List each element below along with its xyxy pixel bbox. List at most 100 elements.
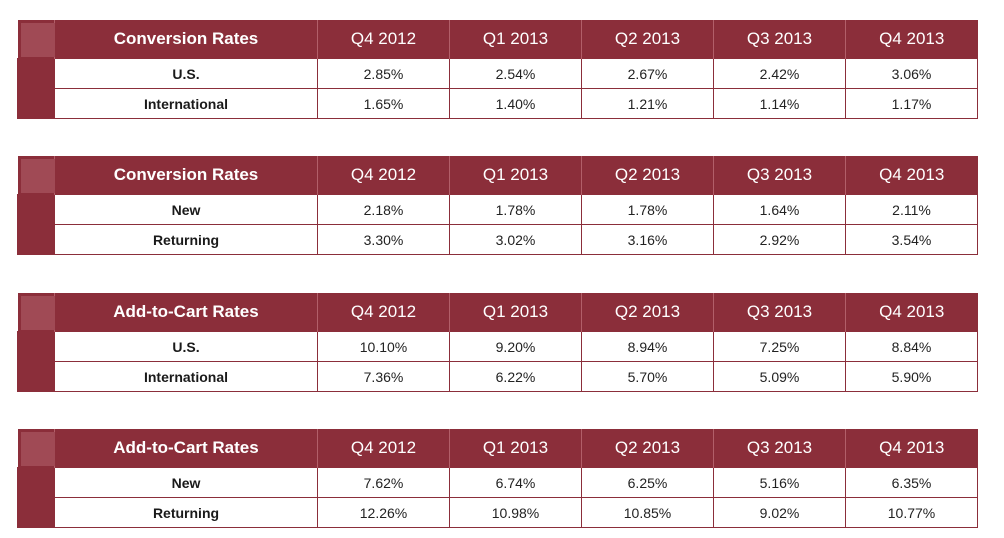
table-conversion-rates-region: Conversion Rates Q4 2012 Q1 2013 Q2 2013… xyxy=(17,20,978,119)
table-cell: 8.84% xyxy=(845,331,978,362)
header-corner-block xyxy=(17,20,55,59)
column-header: Q1 2013 xyxy=(449,156,582,195)
table-cell: 10.98% xyxy=(449,497,582,528)
row-label: Returning xyxy=(54,497,318,528)
table-header-row: Add-to-Cart Rates Q4 2012 Q1 2013 Q2 201… xyxy=(17,429,978,468)
column-header: Q4 2013 xyxy=(845,20,978,59)
column-header: Q4 2012 xyxy=(317,20,450,59)
row-side-bar xyxy=(17,331,55,362)
row-label: New xyxy=(54,467,318,498)
table-cell: 3.54% xyxy=(845,224,978,255)
table-cell: 2.85% xyxy=(317,58,450,89)
table-cell: 7.25% xyxy=(713,331,846,362)
table-cell: 2.92% xyxy=(713,224,846,255)
table-cell: 5.09% xyxy=(713,361,846,392)
table-cell: 6.22% xyxy=(449,361,582,392)
table-row: New 2.18% 1.78% 1.78% 1.64% 2.11% xyxy=(17,194,978,225)
table-cell: 1.40% xyxy=(449,88,582,119)
table-cell: 6.35% xyxy=(845,467,978,498)
column-header: Q4 2012 xyxy=(317,156,450,195)
row-side-bar xyxy=(17,224,55,255)
table-cell: 7.62% xyxy=(317,467,450,498)
table-header-row: Conversion Rates Q4 2012 Q1 2013 Q2 2013… xyxy=(17,156,978,195)
table-cell: 2.18% xyxy=(317,194,450,225)
column-header: Q2 2013 xyxy=(581,293,714,332)
column-header: Q4 2012 xyxy=(317,293,450,332)
table-cell: 10.10% xyxy=(317,331,450,362)
header-corner-block xyxy=(17,156,55,195)
column-header: Q3 2013 xyxy=(713,20,846,59)
table-cell: 10.77% xyxy=(845,497,978,528)
header-corner-block xyxy=(17,293,55,332)
row-label: U.S. xyxy=(54,331,318,362)
column-header: Q2 2013 xyxy=(581,20,714,59)
column-header: Q4 2012 xyxy=(317,429,450,468)
table-cell: 2.11% xyxy=(845,194,978,225)
table-cell: 1.78% xyxy=(581,194,714,225)
metric-title: Conversion Rates xyxy=(54,20,318,59)
column-header: Q1 2013 xyxy=(449,429,582,468)
row-side-bar xyxy=(17,497,55,528)
column-header: Q2 2013 xyxy=(581,429,714,468)
table-cell: 1.21% xyxy=(581,88,714,119)
table-cell: 3.06% xyxy=(845,58,978,89)
table-cell: 5.90% xyxy=(845,361,978,392)
table-cell: 2.42% xyxy=(713,58,846,89)
table-add-to-cart-rates-visitor: Add-to-Cart Rates Q4 2012 Q1 2013 Q2 201… xyxy=(17,429,978,528)
column-header: Q1 2013 xyxy=(449,20,582,59)
table-row: Returning 12.26% 10.98% 10.85% 9.02% 10.… xyxy=(17,497,978,528)
table-cell: 2.67% xyxy=(581,58,714,89)
table-cell: 2.54% xyxy=(449,58,582,89)
row-side-bar xyxy=(17,88,55,119)
column-header: Q4 2013 xyxy=(845,156,978,195)
column-header: Q4 2013 xyxy=(845,429,978,468)
table-row: U.S. 2.85% 2.54% 2.67% 2.42% 3.06% xyxy=(17,58,978,89)
column-header: Q2 2013 xyxy=(581,156,714,195)
row-label: Returning xyxy=(54,224,318,255)
row-side-bar xyxy=(17,194,55,225)
row-label: U.S. xyxy=(54,58,318,89)
row-side-bar xyxy=(17,361,55,392)
table-add-to-cart-rates-region: Add-to-Cart Rates Q4 2012 Q1 2013 Q2 201… xyxy=(17,293,978,392)
table-header-row: Add-to-Cart Rates Q4 2012 Q1 2013 Q2 201… xyxy=(17,293,978,332)
table-cell: 1.65% xyxy=(317,88,450,119)
table-cell: 6.74% xyxy=(449,467,582,498)
header-corner-block xyxy=(17,429,55,468)
column-header: Q1 2013 xyxy=(449,293,582,332)
table-header-row: Conversion Rates Q4 2012 Q1 2013 Q2 2013… xyxy=(17,20,978,59)
metric-title: Add-to-Cart Rates xyxy=(54,293,318,332)
row-label: New xyxy=(54,194,318,225)
row-label: International xyxy=(54,361,318,392)
table-cell: 1.17% xyxy=(845,88,978,119)
table-row: Returning 3.30% 3.02% 3.16% 2.92% 3.54% xyxy=(17,224,978,255)
table-row: International 7.36% 6.22% 5.70% 5.09% 5.… xyxy=(17,361,978,392)
row-side-bar xyxy=(17,58,55,89)
column-header: Q3 2013 xyxy=(713,156,846,195)
column-header: Q4 2013 xyxy=(845,293,978,332)
table-cell: 12.26% xyxy=(317,497,450,528)
table-cell: 7.36% xyxy=(317,361,450,392)
table-row: New 7.62% 6.74% 6.25% 5.16% 6.35% xyxy=(17,467,978,498)
table-conversion-rates-visitor: Conversion Rates Q4 2012 Q1 2013 Q2 2013… xyxy=(17,156,978,255)
table-cell: 3.02% xyxy=(449,224,582,255)
table-cell: 5.16% xyxy=(713,467,846,498)
table-cell: 9.02% xyxy=(713,497,846,528)
table-cell: 1.78% xyxy=(449,194,582,225)
metric-title: Conversion Rates xyxy=(54,156,318,195)
table-cell: 3.30% xyxy=(317,224,450,255)
row-label: International xyxy=(54,88,318,119)
table-cell: 1.64% xyxy=(713,194,846,225)
table-row: International 1.65% 1.40% 1.21% 1.14% 1.… xyxy=(17,88,978,119)
column-header: Q3 2013 xyxy=(713,429,846,468)
table-row: U.S. 10.10% 9.20% 8.94% 7.25% 8.84% xyxy=(17,331,978,362)
table-cell: 1.14% xyxy=(713,88,846,119)
table-cell: 5.70% xyxy=(581,361,714,392)
column-header: Q3 2013 xyxy=(713,293,846,332)
table-cell: 9.20% xyxy=(449,331,582,362)
row-side-bar xyxy=(17,467,55,498)
metric-title: Add-to-Cart Rates xyxy=(54,429,318,468)
table-cell: 3.16% xyxy=(581,224,714,255)
table-cell: 8.94% xyxy=(581,331,714,362)
table-cell: 6.25% xyxy=(581,467,714,498)
table-cell: 10.85% xyxy=(581,497,714,528)
